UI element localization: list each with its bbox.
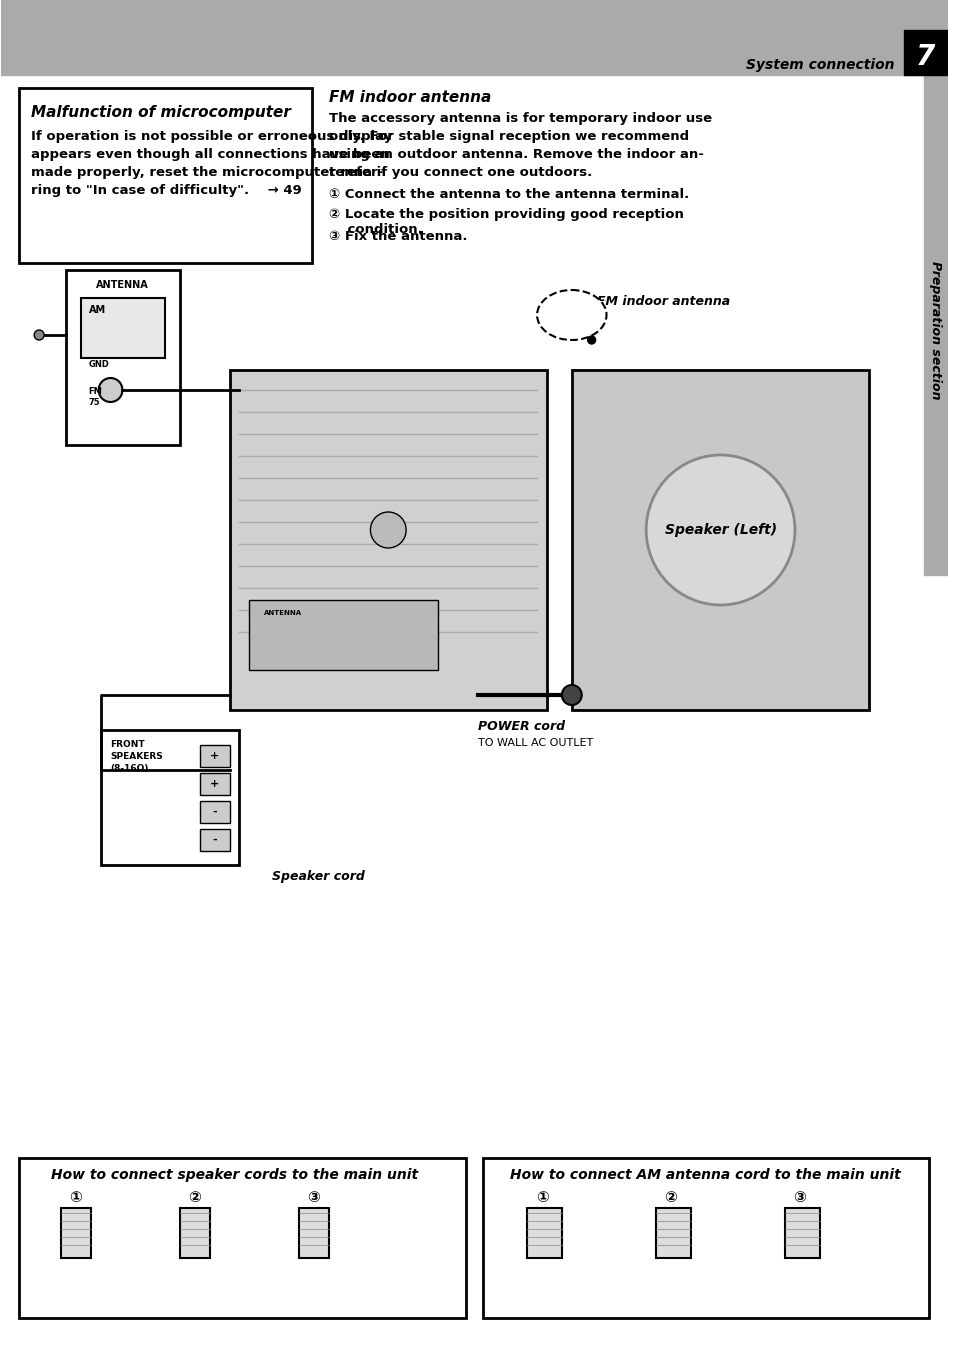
Bar bbox=[923, 74, 946, 575]
Text: ③: ③ bbox=[793, 1190, 805, 1205]
Text: ② Locate the position providing good reception
    condition.: ② Locate the position providing good rec… bbox=[329, 208, 683, 237]
Bar bbox=[199, 800, 230, 823]
Text: Preparation section: Preparation section bbox=[928, 261, 942, 399]
Bar bbox=[784, 1207, 819, 1257]
Bar bbox=[903, 30, 946, 74]
Text: TO WALL AC OUTLET: TO WALL AC OUTLET bbox=[477, 738, 592, 748]
Circle shape bbox=[561, 685, 581, 704]
Bar bbox=[199, 829, 230, 850]
Text: 7: 7 bbox=[915, 43, 935, 72]
Text: +: + bbox=[210, 779, 219, 790]
Bar bbox=[249, 600, 437, 671]
Text: Speaker cord: Speaker cord bbox=[273, 869, 365, 883]
Bar bbox=[230, 370, 546, 710]
Bar bbox=[199, 745, 230, 767]
Text: ②: ② bbox=[189, 1190, 201, 1205]
Text: Speaker (Left): Speaker (Left) bbox=[664, 523, 776, 537]
Text: GND: GND bbox=[89, 360, 110, 369]
Bar bbox=[66, 270, 180, 445]
Text: FM indoor antenna: FM indoor antenna bbox=[596, 295, 729, 308]
Circle shape bbox=[645, 456, 794, 604]
Text: FM
75: FM 75 bbox=[89, 387, 103, 407]
Ellipse shape bbox=[537, 289, 606, 339]
Text: How to connect AM antenna cord to the main unit: How to connect AM antenna cord to the ma… bbox=[510, 1168, 901, 1182]
Text: +: + bbox=[210, 750, 219, 761]
Bar bbox=[100, 730, 239, 865]
Text: -: - bbox=[213, 836, 216, 845]
Text: If operation is not possible or erroneous display
appears even though all connec: If operation is not possible or erroneou… bbox=[31, 130, 392, 197]
Text: Malfunction of microcomputer: Malfunction of microcomputer bbox=[31, 105, 291, 120]
Bar bbox=[571, 370, 868, 710]
Text: ③: ③ bbox=[307, 1190, 320, 1205]
Text: ANTENNA: ANTENNA bbox=[96, 280, 149, 289]
FancyBboxPatch shape bbox=[19, 88, 312, 264]
Text: The accessory antenna is for temporary indoor use
only. For stable signal recept: The accessory antenna is for temporary i… bbox=[329, 112, 711, 178]
Bar bbox=[298, 1207, 329, 1257]
Text: AM: AM bbox=[89, 306, 106, 315]
Text: ANTENNA: ANTENNA bbox=[264, 610, 302, 617]
Bar bbox=[527, 1207, 561, 1257]
Text: System connection: System connection bbox=[745, 58, 893, 72]
Bar bbox=[61, 1207, 91, 1257]
Bar bbox=[2, 0, 946, 74]
Text: POWER cord: POWER cord bbox=[477, 721, 564, 733]
Text: ① Connect the antenna to the antenna terminal.: ① Connect the antenna to the antenna ter… bbox=[329, 188, 688, 201]
Bar bbox=[199, 773, 230, 795]
Bar bbox=[81, 297, 165, 358]
Circle shape bbox=[34, 330, 44, 339]
Circle shape bbox=[370, 512, 406, 548]
Text: -: - bbox=[213, 807, 216, 817]
Text: ③ Fix the antenna.: ③ Fix the antenna. bbox=[329, 230, 467, 243]
Text: ①: ① bbox=[535, 1190, 548, 1205]
Bar bbox=[19, 1159, 465, 1318]
Bar bbox=[656, 1207, 690, 1257]
Circle shape bbox=[98, 379, 122, 402]
Bar bbox=[482, 1159, 928, 1318]
Text: FRONT
SPEAKERS
(8-16Ω): FRONT SPEAKERS (8-16Ω) bbox=[111, 740, 163, 772]
Text: How to connect speaker cords to the main unit: How to connect speaker cords to the main… bbox=[51, 1168, 417, 1182]
Circle shape bbox=[587, 337, 595, 343]
Text: FM indoor antenna: FM indoor antenna bbox=[329, 91, 491, 105]
Bar bbox=[180, 1207, 210, 1257]
Text: ①: ① bbox=[70, 1190, 82, 1205]
Text: ②: ② bbox=[664, 1190, 677, 1205]
